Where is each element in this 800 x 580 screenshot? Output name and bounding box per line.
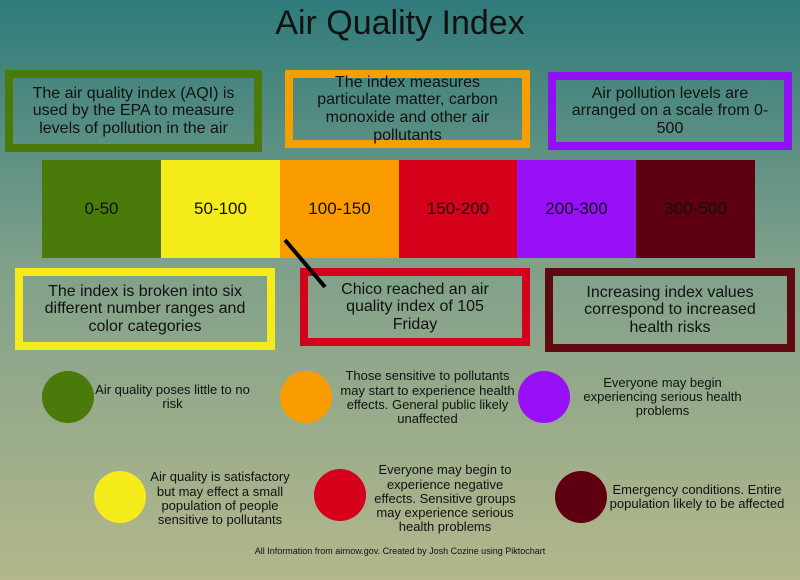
level-text: Everyone may begin experiencing serious … bbox=[583, 374, 742, 419]
note-box: Increasing index values correspond to in… bbox=[545, 268, 795, 352]
note-box: The index is broken into six different n… bbox=[15, 268, 275, 350]
pointer-line bbox=[283, 238, 327, 289]
range-cell: 300-500 bbox=[636, 160, 755, 258]
range-cell: 200-300 bbox=[517, 160, 636, 258]
level-text: Emergency conditions. Entire population … bbox=[609, 481, 785, 511]
level-dot bbox=[280, 371, 332, 423]
range-cell: 100-150 bbox=[280, 160, 399, 258]
level-dot bbox=[314, 469, 366, 521]
level-text: Those sensitive to pollutants may start … bbox=[340, 368, 515, 427]
range-cell: 0-50 bbox=[42, 160, 161, 258]
level-dot bbox=[42, 371, 94, 423]
level-dot bbox=[94, 471, 146, 523]
level-dot bbox=[555, 471, 607, 523]
level-text: Everyone may begin to experience negativ… bbox=[374, 462, 516, 535]
level-dot bbox=[518, 371, 570, 423]
note-box: The air quality index (AQI) is used by t… bbox=[5, 70, 262, 152]
range-cell: 150-200 bbox=[399, 160, 517, 258]
note-box: Air pollution levels are arranged on a s… bbox=[548, 72, 792, 150]
footer: All Information from airnow.gov. Created… bbox=[254, 546, 546, 556]
level-text: Air quality poses little to no risk bbox=[95, 381, 250, 411]
note-box: The index measures particulate matter, c… bbox=[285, 70, 530, 148]
level-text: Air quality is satisfactory but may effe… bbox=[150, 469, 290, 528]
note-box: Chico reached an air quality index of 10… bbox=[300, 268, 530, 346]
title: Air Quality Index bbox=[275, 4, 525, 42]
range-cell: 50-100 bbox=[161, 160, 280, 258]
